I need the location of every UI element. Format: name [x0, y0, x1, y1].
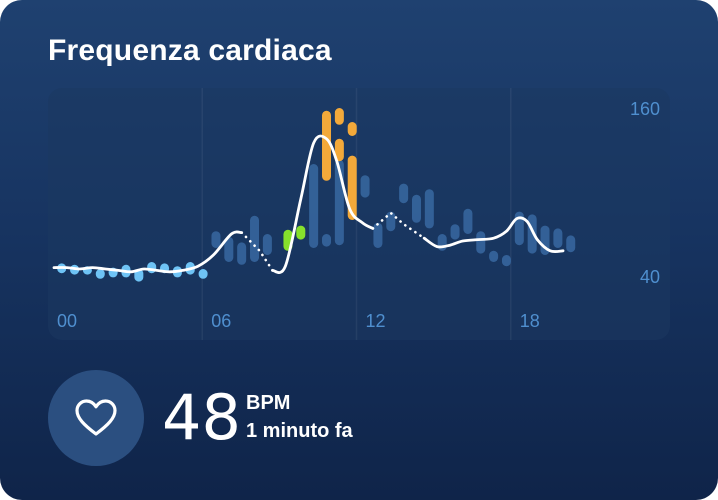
- x-axis-ticks: 00 06 12 18: [57, 311, 540, 331]
- chart-bar-intense-23: [334, 108, 344, 125]
- y-axis-ticks: 160 40: [630, 99, 660, 287]
- x-tick-00: 00: [57, 311, 77, 331]
- bpm-unit: BPM: [246, 392, 291, 414]
- chart-bar-normal-29: [386, 211, 396, 232]
- x-tick-18: 18: [520, 311, 540, 331]
- chart-bar-normal-20: [322, 234, 332, 247]
- chart-bar-normal-16: [262, 234, 272, 255]
- heart-icon: [75, 399, 117, 436]
- chart-bar-normal-15: [250, 215, 260, 262]
- chart-bar-normal-37: [489, 250, 499, 262]
- chart-bar-normal-13: [224, 236, 234, 262]
- bpm-value: 48: [162, 381, 241, 454]
- chart-bar-intense-26: [347, 155, 357, 220]
- chart-bar-resting-6: [134, 269, 144, 282]
- chart-bar-normal-14: [237, 242, 247, 265]
- heart-button[interactable]: [48, 370, 144, 466]
- chart-bar-normal-36: [476, 231, 486, 254]
- chart-bar-normal-35: [463, 208, 473, 234]
- chart-series-line-gap-2: [371, 211, 426, 240]
- chart-series-line-3: [422, 216, 565, 254]
- chart-bar-normal-34: [450, 224, 460, 240]
- chart-bar-light-18: [296, 225, 306, 240]
- chart-bar-resting-3: [95, 269, 105, 279]
- chart-bar-intense-24: [334, 138, 344, 162]
- x-tick-06: 06: [211, 311, 231, 331]
- heart-rate-chart: 00 06 12 18 160 40: [48, 88, 670, 340]
- chart-bar-intense-25: [347, 122, 357, 136]
- chart-series-line-2: [271, 134, 375, 274]
- y-tick-40: 40: [640, 267, 660, 287]
- chart-svg: 00 06 12 18 160 40: [52, 88, 660, 340]
- bpm-timestamp: 1 minuto fa: [246, 420, 353, 442]
- chart-series-line: [52, 230, 244, 274]
- chart-bar-normal-42: [553, 228, 563, 248]
- chart-bar-resting-11: [198, 269, 208, 279]
- chart-bar-normal-27: [360, 175, 370, 198]
- chart-bar-normal-19: [309, 164, 319, 248]
- chart-lines: [52, 134, 565, 274]
- chart-bar-normal-43: [566, 235, 576, 253]
- chart-bars: [57, 108, 576, 282]
- chart-bar-intense-22: [322, 110, 332, 181]
- chart-series-line-gap: [240, 231, 274, 272]
- chart-bar-normal-31: [411, 194, 421, 223]
- y-tick-160: 160: [630, 99, 660, 119]
- chart-bar-normal-12: [211, 231, 221, 248]
- chart-bar-normal-38: [501, 255, 511, 267]
- card-title: Frequenza cardiaca: [48, 34, 332, 67]
- x-tick-12: 12: [366, 311, 386, 331]
- chart-bar-normal-32: [424, 189, 434, 229]
- chart-bar-normal-28: [373, 222, 383, 248]
- chart-bar-normal-30: [399, 183, 409, 204]
